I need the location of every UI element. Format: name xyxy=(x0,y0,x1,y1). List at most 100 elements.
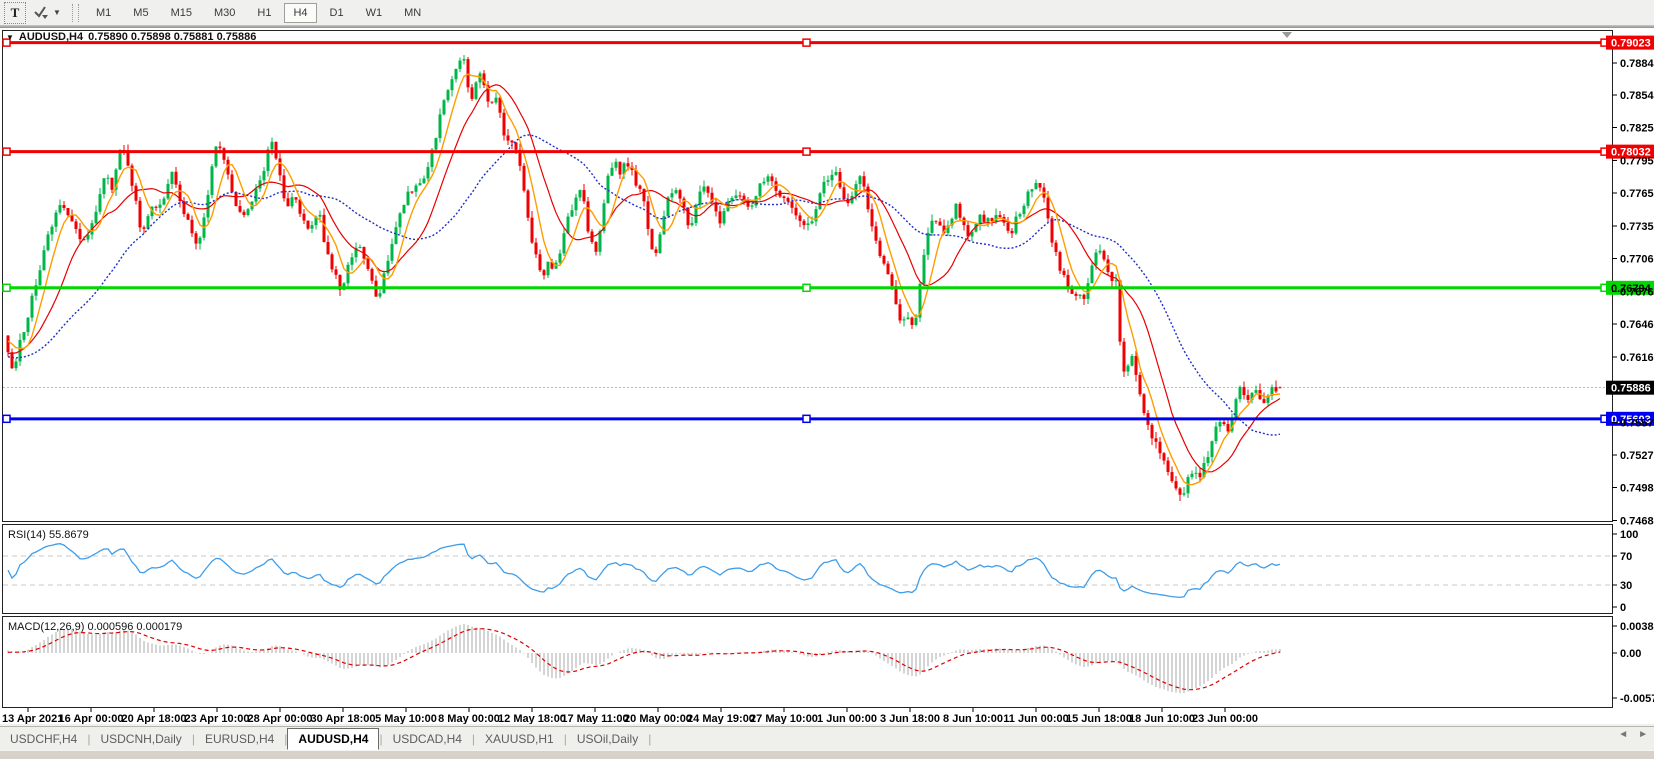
chart-tab-eurusd[interactable]: EURUSD,H4 xyxy=(204,732,275,746)
candle-body xyxy=(1182,493,1186,495)
candle xyxy=(442,98,446,116)
candle xyxy=(246,207,250,217)
candle-body xyxy=(654,249,658,253)
price-tick-label: 0.77655 xyxy=(1620,188,1654,200)
candle-body xyxy=(1142,394,1146,414)
candle-body xyxy=(26,317,30,333)
timeframe-button-m15[interactable]: M15 xyxy=(170,6,192,19)
timeframe-button-m1[interactable]: M1 xyxy=(96,6,112,19)
candle-body xyxy=(70,215,74,222)
candle xyxy=(718,205,722,228)
candle-body xyxy=(882,255,886,264)
candle-body xyxy=(402,204,406,214)
candle-body xyxy=(14,361,18,369)
candle xyxy=(410,191,414,195)
horizontal-line-object[interactable]: 0.75603 xyxy=(2,411,1654,426)
candle-body xyxy=(638,185,642,189)
candle-body xyxy=(686,207,690,226)
timeframe-button-m5[interactable]: M5 xyxy=(133,6,149,19)
line-handle[interactable] xyxy=(2,414,11,424)
line-handle[interactable] xyxy=(2,38,11,47)
candle-body xyxy=(1254,390,1258,393)
candle xyxy=(534,238,538,258)
macd-signal-line xyxy=(7,628,1281,691)
symbol-menu-icon[interactable]: ▼ xyxy=(6,32,14,42)
candle-body xyxy=(806,223,810,226)
candle-body xyxy=(354,247,358,258)
candle-body xyxy=(426,167,430,179)
candle-body xyxy=(890,274,894,286)
candle xyxy=(1234,397,1238,421)
candle-body xyxy=(926,232,930,255)
line-handle[interactable] xyxy=(802,283,811,293)
candle-body xyxy=(466,59,470,88)
line-handle[interactable] xyxy=(2,283,11,293)
candle-body xyxy=(410,191,414,193)
candle-body xyxy=(266,149,270,171)
candle xyxy=(1154,432,1158,449)
candle-body xyxy=(1150,424,1154,439)
candle-body xyxy=(894,285,898,305)
chart-tab-xauusd[interactable]: XAUUSD,H1 xyxy=(485,732,554,746)
time-tick-label: 11 Jun 00:00 xyxy=(1003,713,1068,724)
indicator-cursor-button[interactable]: ▼ xyxy=(30,3,64,23)
text-tool-button[interactable]: T xyxy=(4,1,26,24)
chart-tab-bar: USDCHF,H4 | USDCNH,Daily | EURUSD,H4 | AUDUSD,… xyxy=(0,726,1654,751)
candle-body xyxy=(322,214,326,243)
candle xyxy=(1178,486,1182,502)
line-handle[interactable] xyxy=(802,147,811,156)
timeframe-button-mn[interactable]: MN xyxy=(404,6,422,19)
candle-body xyxy=(82,239,86,241)
candle-body xyxy=(378,293,382,297)
ma-fast-line xyxy=(7,73,1281,486)
candle-body xyxy=(1022,205,1026,215)
candle xyxy=(826,175,830,186)
chart-tab-usdchf[interactable]: USDCHF,H4 xyxy=(10,732,78,746)
tab-scroll-right-icon[interactable]: ► xyxy=(1638,729,1648,740)
candle-body xyxy=(42,250,46,271)
candle-body xyxy=(506,135,510,141)
candle-body xyxy=(138,200,142,228)
chart-tab-usdcad[interactable]: USDCAD,H4 xyxy=(392,732,462,746)
candle xyxy=(310,221,314,234)
timeframe-button-d1[interactable]: D1 xyxy=(329,6,344,19)
horizontal-line-object[interactable]: 0.76794 xyxy=(2,280,1654,295)
chart-tab-usoil[interactable]: USOil,Daily xyxy=(576,732,639,746)
timeframe-button-h4[interactable]: H4 xyxy=(284,2,317,23)
candle xyxy=(242,209,246,218)
candle-body xyxy=(234,192,238,207)
candle xyxy=(1238,385,1242,403)
line-handle[interactable] xyxy=(802,414,811,424)
candle-body xyxy=(1118,280,1122,342)
line-handle[interactable] xyxy=(802,38,811,47)
horizontal-line-object[interactable]: 0.79023 xyxy=(2,35,1654,50)
candle xyxy=(574,194,578,217)
chart-tab-usdcnh[interactable]: USDCNH,Daily xyxy=(100,732,182,746)
timeframe-button-h1[interactable]: H1 xyxy=(257,6,272,19)
timeframe-button-m30[interactable]: M30 xyxy=(213,6,236,19)
candle-body xyxy=(766,176,770,182)
candle-body xyxy=(490,101,494,103)
chart-tab-audusd[interactable]: AUDUSD,H4 xyxy=(287,727,380,750)
timeframe-button-w1[interactable]: W1 xyxy=(365,6,383,19)
candle xyxy=(102,177,106,199)
candle-body xyxy=(598,231,602,252)
candle-body xyxy=(174,171,178,185)
candle-body xyxy=(582,190,586,202)
candle-body xyxy=(418,183,422,186)
horizontal-line-object[interactable]: 0.78032 xyxy=(2,144,1654,159)
candle xyxy=(898,299,902,324)
time-tick-label: 15 Jun 18:00 xyxy=(1066,713,1132,724)
candle xyxy=(838,167,842,190)
tab-scroll-left-icon[interactable]: ◄ xyxy=(1618,729,1629,740)
candle xyxy=(982,210,986,223)
macd-indicator-label: MACD(12,26,9) 0.000596 0.000179 xyxy=(8,621,183,633)
candle xyxy=(650,228,654,250)
candle xyxy=(1174,476,1178,491)
candle-body xyxy=(446,90,450,101)
line-handle[interactable] xyxy=(2,147,11,156)
candle xyxy=(234,191,238,207)
candle xyxy=(806,216,810,231)
candle xyxy=(1082,293,1086,305)
